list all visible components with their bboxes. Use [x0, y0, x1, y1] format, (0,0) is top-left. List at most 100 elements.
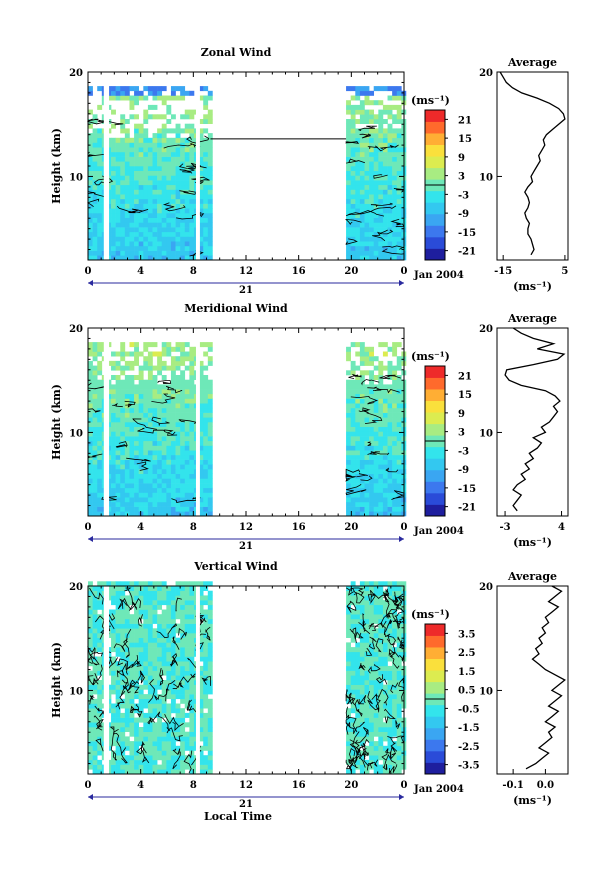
- heatmap-cell: [198, 379, 204, 385]
- heatmap-cell: [138, 250, 144, 256]
- heatmap-cell: [364, 595, 370, 601]
- heatmap-cell: [346, 161, 351, 167]
- heatmap-cell: [166, 600, 172, 606]
- heatmap-cell: [346, 609, 351, 615]
- heatmap-cell: [143, 478, 149, 484]
- heatmap-cell: [396, 114, 402, 120]
- heatmap-cell: [143, 189, 149, 195]
- heatmap-cell: [369, 675, 375, 681]
- heatmap-cell: [355, 727, 361, 732]
- heatmap-cell: [364, 628, 370, 634]
- heatmap-cell: [180, 665, 186, 671]
- heatmap-cell: [143, 731, 149, 737]
- heatmap-cell: [203, 194, 209, 200]
- colorbar-swatch: [425, 236, 445, 249]
- heatmap-cell: [97, 440, 103, 446]
- profile-y-tick-label: 20: [479, 324, 493, 335]
- heatmap-cell: [157, 194, 163, 200]
- heatmap-cell: [161, 581, 167, 587]
- heatmap-cell: [147, 595, 153, 601]
- heatmap-cell: [369, 501, 375, 507]
- heatmap-cell: [161, 203, 167, 209]
- colorbar-swatch: [425, 739, 445, 752]
- contour-line: [395, 720, 401, 730]
- heatmap-cell: [189, 398, 195, 404]
- heatmap-cell: [346, 689, 351, 695]
- heatmap-cell: [369, 698, 375, 704]
- heatmap-cell: [120, 745, 126, 751]
- heatmap-cell: [392, 161, 398, 167]
- heatmap-cell: [364, 759, 370, 765]
- heatmap-cell: [203, 497, 209, 503]
- heatmap-cell: [359, 389, 365, 395]
- heatmap-cell: [396, 128, 402, 134]
- heatmap-cell: [369, 600, 375, 606]
- heatmap-cell: [115, 769, 121, 775]
- heatmap-cell: [373, 647, 379, 653]
- heatmap-cell: [134, 95, 139, 101]
- heatmap-cell: [189, 360, 195, 366]
- heatmap-cell: [97, 665, 103, 671]
- heatmap-cell: [364, 581, 370, 587]
- heatmap-cell: [180, 483, 186, 489]
- heatmap-cell: [157, 483, 163, 489]
- heatmap-cell: [97, 745, 103, 751]
- heatmap-cell: [387, 680, 393, 685]
- heatmap-cell: [161, 684, 167, 690]
- heatmap-cell: [382, 151, 388, 157]
- heatmap-cell: [152, 656, 158, 662]
- contour-line: [357, 125, 377, 131]
- heatmap-cell: [207, 454, 213, 460]
- heatmap-cell: [157, 459, 163, 465]
- contour-line: [159, 668, 164, 686]
- heatmap-cell: [180, 590, 186, 596]
- meridional-profile-title: Average: [507, 312, 557, 325]
- heatmap-cell: [378, 123, 384, 129]
- heatmap-cell: [134, 375, 139, 380]
- heatmap-cell: [115, 637, 121, 643]
- heatmap-cell: [106, 581, 112, 587]
- heatmap-cell: [157, 637, 163, 643]
- contour-line: [346, 587, 354, 596]
- heatmap-cell: [359, 217, 365, 223]
- heatmap-cell: [97, 586, 103, 591]
- heatmap-cell: [373, 147, 379, 153]
- heatmap-cell: [120, 736, 126, 742]
- heatmap-cell: [170, 741, 176, 747]
- heatmap-cell: [355, 412, 361, 418]
- heatmap-cell: [166, 389, 172, 395]
- heatmap-cell: [143, 769, 149, 775]
- heatmap-cell: [115, 478, 121, 484]
- heatmap-cell: [387, 194, 393, 200]
- heatmap-cell: [207, 346, 213, 352]
- heatmap-cell: [143, 213, 149, 218]
- heatmap-cell: [350, 379, 356, 385]
- heatmap-cell: [120, 487, 126, 493]
- contour-line: [123, 638, 130, 658]
- heatmap-cell: [138, 469, 144, 474]
- colorbar-swatch: [425, 412, 445, 425]
- heatmap-cell: [180, 647, 186, 653]
- heatmap-cell: [378, 379, 384, 385]
- heatmap-cell: [346, 393, 351, 399]
- heatmap-cell: [369, 684, 375, 690]
- heatmap-cell: [166, 351, 172, 357]
- heatmap-cell: [364, 670, 370, 676]
- heatmap-cell: [129, 698, 135, 704]
- heatmap-cell: [111, 511, 116, 517]
- heatmap-cell: [138, 506, 144, 512]
- heatmap-cell: [152, 487, 158, 493]
- heatmap-cell: [180, 727, 186, 732]
- heatmap-cell: [396, 175, 402, 181]
- heatmap-cell: [152, 436, 158, 442]
- heatmap-cell: [359, 736, 365, 742]
- heatmap-cell: [129, 586, 135, 591]
- heatmap-cell: [203, 114, 209, 120]
- heatmap-cell: [143, 492, 149, 498]
- heatmap-cell: [396, 511, 402, 517]
- heatmap-cell: [92, 342, 98, 348]
- heatmap-cell: [396, 487, 402, 493]
- heatmap-cell: [369, 689, 375, 695]
- heatmap-cell: [189, 492, 195, 498]
- heatmap-cell: [120, 727, 126, 732]
